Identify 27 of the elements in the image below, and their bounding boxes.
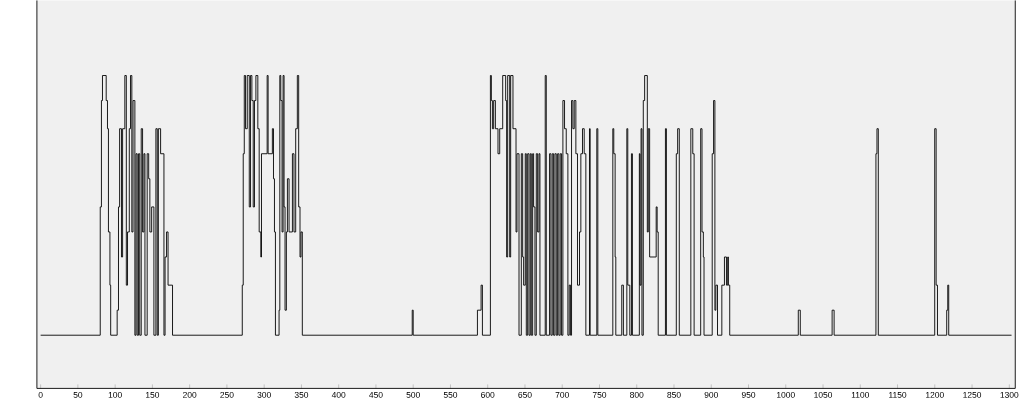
x-tick-label: 450 (369, 391, 383, 398)
x-tick-label: 1250 (963, 391, 982, 398)
x-tick-label: 250 (220, 391, 234, 398)
x-tick-label: 700 (555, 391, 569, 398)
x-tick-label: 1000 (777, 391, 795, 398)
x-tick-label: 550 (443, 391, 458, 398)
x-tick-label: 50 (73, 391, 83, 398)
x-tick-label: 1050 (814, 391, 833, 398)
x-tick-label: 600 (481, 391, 495, 398)
x-tick-label: 1150 (889, 391, 907, 398)
x-tick-label: 1300 (1000, 391, 1019, 398)
x-tick-label: 950 (741, 391, 756, 398)
x-tick-label: 800 (630, 391, 644, 398)
x-tick-label: 400 (331, 391, 346, 398)
x-tick-label: 200 (183, 391, 197, 398)
x-tick-label: 1100 (851, 391, 870, 398)
x-tick-label: 100 (108, 391, 122, 398)
x-tick-label: 650 (518, 391, 532, 398)
x-tick-label: 750 (592, 391, 607, 398)
x-tick-label: 850 (667, 391, 681, 398)
x-tick-label: 350 (294, 391, 309, 398)
x-tick-label: 500 (406, 391, 420, 398)
x-tick-label: 150 (146, 391, 160, 398)
x-tick-label: 900 (704, 391, 718, 398)
x-tick-label: 0 (38, 391, 43, 398)
x-tick-label: 300 (257, 391, 271, 398)
x-tick-label: 1200 (926, 391, 944, 398)
